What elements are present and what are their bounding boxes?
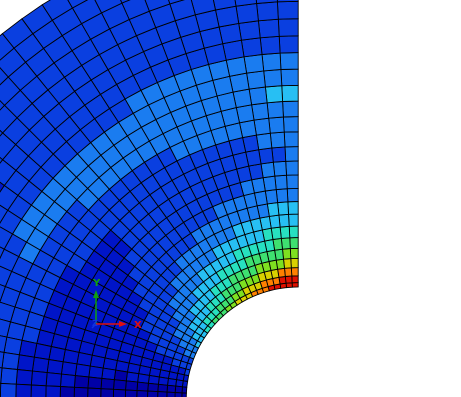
x-axis-label: X — [134, 320, 142, 331]
mesh-element — [0, 100, 6, 111]
mesh-element — [45, 385, 61, 397]
mesh-element — [73, 386, 89, 397]
mesh-element — [234, 0, 258, 7]
mesh-element — [0, 318, 12, 338]
z-axis-label: Z — [92, 319, 98, 328]
mesh-element — [212, 0, 237, 11]
mesh-element — [255, 0, 278, 4]
mesh-element — [0, 248, 20, 272]
mesh-element — [0, 159, 17, 187]
mesh-element — [0, 335, 8, 353]
mesh-element — [0, 286, 21, 308]
mesh-element — [112, 388, 126, 397]
mesh-element — [0, 76, 21, 106]
z-axis-line — [91, 323, 97, 329]
mesh-element — [0, 157, 4, 164]
mesh-element — [0, 351, 5, 369]
mesh-elements — [0, 0, 299, 397]
y-axis-arrow-icon — [93, 290, 99, 298]
x-axis-arrow-icon — [119, 321, 127, 327]
mesh-element — [136, 390, 149, 397]
mesh-element — [124, 389, 138, 397]
y-axis-label: Y — [92, 278, 101, 289]
mesh-element — [0, 67, 9, 86]
mesh-element — [190, 0, 217, 16]
mesh-element — [0, 129, 4, 137]
mesh-element — [0, 209, 23, 235]
mesh-element — [276, 0, 299, 3]
mesh-element — [87, 387, 102, 397]
mesh-element — [30, 384, 47, 397]
mesh-element — [59, 386, 75, 397]
mesh-element — [120, 0, 131, 4]
mesh-element — [181, 392, 187, 397]
mesh-element — [0, 181, 5, 193]
mesh-element — [0, 301, 16, 323]
mesh-element — [100, 388, 114, 397]
mesh-element — [0, 204, 9, 224]
mesh-element — [0, 367, 3, 384]
mesh-element — [67, 0, 89, 9]
mesh-element — [15, 383, 32, 397]
mesh-element — [0, 382, 2, 397]
mesh-element — [0, 104, 18, 134]
mesh-element — [0, 265, 13, 288]
mesh-element — [0, 382, 17, 397]
mesh-element — [0, 184, 19, 211]
mesh-element — [0, 226, 14, 250]
mesh-element — [168, 0, 185, 5]
mesh-element — [94, 0, 123, 14]
mesh-element — [0, 246, 5, 260]
mesh-element — [0, 33, 15, 61]
mesh-element — [144, 0, 171, 12]
mesh-element — [0, 284, 6, 303]
mesh-element — [0, 47, 27, 78]
mesh-element — [0, 132, 17, 161]
